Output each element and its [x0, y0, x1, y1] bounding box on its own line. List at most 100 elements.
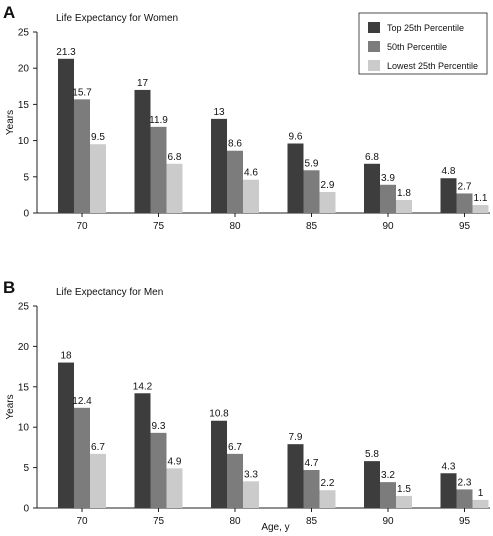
women-y-axis-label: Years	[5, 110, 16, 135]
men-data-label: 5.8	[365, 449, 379, 460]
men-bar-50th-95	[456, 489, 473, 508]
men-data-label: 4.3	[442, 461, 456, 472]
women-bar-top-25th-90	[364, 163, 380, 213]
women-data-label: 21.3	[56, 47, 76, 58]
women-y-tick-label: 10	[18, 136, 30, 147]
men-bar-lowest-25th-85	[319, 490, 336, 508]
men-data-label: 4.7	[305, 458, 319, 469]
men-bar-top-25th-90	[364, 461, 380, 508]
women-data-label: 11.9	[149, 115, 168, 126]
men-y-tick-label: 25	[18, 302, 30, 313]
men-bar-50th-75	[150, 432, 167, 508]
women-bar-top-25th-75	[134, 89, 151, 213]
women-bar-top-25th-85	[287, 143, 304, 213]
women-legend-swatch-50th	[368, 41, 380, 52]
men-y-tick-label: 20	[18, 342, 30, 353]
men-y-tick-label: 15	[18, 382, 30, 393]
women-y-tick-label: 5	[23, 172, 29, 183]
women-data-label: 2.9	[321, 180, 335, 191]
women-bar-lowest-25th-75	[166, 163, 183, 213]
men-data-label: 4.9	[168, 456, 182, 467]
men-bar-lowest-25th-80	[243, 481, 259, 508]
men-x-axis-label: Age, y	[261, 522, 289, 533]
women-data-label: 2.7	[458, 181, 472, 192]
men-x-tick-label: 70	[76, 516, 88, 527]
women-x-tick-label: 75	[153, 221, 165, 232]
women-bar-50th-90	[380, 184, 396, 213]
women-data-label: 6.8	[365, 152, 379, 163]
women-x-tick-label: 85	[306, 221, 318, 232]
men-bar-lowest-25th-75	[166, 468, 183, 508]
men-bar-top-25th-80	[211, 420, 227, 508]
men-bar-50th-85	[303, 470, 320, 508]
women-data-label: 17	[137, 78, 149, 89]
women-bar-lowest-25th-70	[90, 144, 106, 213]
men-bar-lowest-25th-95	[472, 499, 489, 508]
men-x-tick-label: 80	[229, 516, 241, 527]
men-data-label: 14.2	[133, 381, 153, 392]
men-x-tick-label: 85	[306, 516, 318, 527]
men-data-label: 3.3	[244, 469, 258, 480]
women-bar-lowest-25th-95	[472, 205, 489, 213]
women-bar-lowest-25th-85	[319, 192, 336, 213]
women-legend-swatch-lowest-25th	[368, 60, 380, 71]
men-data-label: 18	[60, 351, 72, 362]
women-bar-50th-80	[227, 150, 243, 213]
women-data-label: 3.9	[381, 173, 395, 184]
men-data-label: 10.8	[209, 409, 229, 420]
women-data-label: 15.7	[72, 87, 92, 98]
women-legend: Top 25th Percentile 50th Percentile Lowest…	[358, 12, 488, 75]
women-data-label: 9.6	[289, 131, 303, 142]
men-data-label: 1	[478, 488, 484, 499]
men-data-label: 2.2	[321, 478, 335, 489]
women-bar-50th-85	[303, 170, 320, 213]
women-legend-label-50th: 50th Percentile	[387, 42, 447, 52]
men-bar-lowest-25th-90	[396, 495, 412, 508]
men-data-label: 6.7	[91, 442, 105, 453]
men-bar-lowest-25th-70	[90, 453, 106, 508]
men-chart-title: Life Expectancy for Men	[56, 287, 163, 298]
men-bar-top-25th-95	[440, 473, 457, 508]
women-bar-50th-75	[150, 126, 167, 213]
men-data-label: 7.9	[289, 432, 303, 443]
women-x-tick-label: 80	[229, 221, 241, 232]
women-bar-lowest-25th-80	[243, 179, 259, 213]
men-bar-top-25th-70	[58, 362, 74, 508]
women-legend-label-lowest-25th: Lowest 25th Percentile	[387, 61, 478, 71]
men-bar-50th-70	[74, 407, 90, 508]
men-data-label: 1.5	[397, 484, 411, 495]
women-legend-label-top-25th: Top 25th Percentile	[387, 23, 464, 33]
women-y-tick-label: 15	[18, 100, 30, 111]
men-chart-panel: B Life Expectancy for Men Years 0 5 10 15 20 25 1…	[3, 278, 490, 533]
women-data-label: 8.6	[228, 139, 242, 150]
men-data-label: 9.3	[152, 421, 166, 432]
women-y-tick-label: 0	[23, 209, 29, 220]
men-x-tick-label: 90	[382, 516, 394, 527]
women-legend-swatch-top-25th	[368, 22, 380, 33]
women-x-tick-label: 95	[459, 221, 471, 232]
women-x-tick-label: 70	[76, 221, 88, 232]
men-data-label: 12.4	[72, 396, 92, 407]
men-y-tick-label: 5	[23, 463, 29, 474]
men-bar-top-25th-75	[134, 393, 151, 508]
women-data-label: 6.8	[168, 152, 182, 163]
women-y-tick-label: 20	[18, 64, 30, 75]
women-bar-50th-95	[456, 193, 473, 213]
men-x-tick-label: 95	[459, 516, 471, 527]
men-bar-50th-90	[380, 482, 396, 508]
women-bar-top-25th-80	[211, 118, 227, 213]
men-x-tick-label: 75	[153, 516, 165, 527]
women-bar-lowest-25th-90	[396, 199, 412, 213]
women-panel-letter: A	[3, 3, 15, 22]
men-y-tick-label: 0	[23, 504, 29, 515]
women-data-label: 9.5	[91, 132, 105, 143]
women-y-tick-label: 25	[18, 28, 30, 39]
men-data-label: 3.2	[381, 470, 395, 481]
men-data-label: 2.3	[458, 477, 472, 488]
women-bar-top-25th-70	[58, 58, 74, 214]
women-legend-box	[358, 12, 488, 75]
women-chart-title: Life Expectancy for Women	[56, 13, 178, 24]
men-data-label: 6.7	[228, 442, 242, 453]
women-data-label: 1.1	[474, 193, 488, 204]
